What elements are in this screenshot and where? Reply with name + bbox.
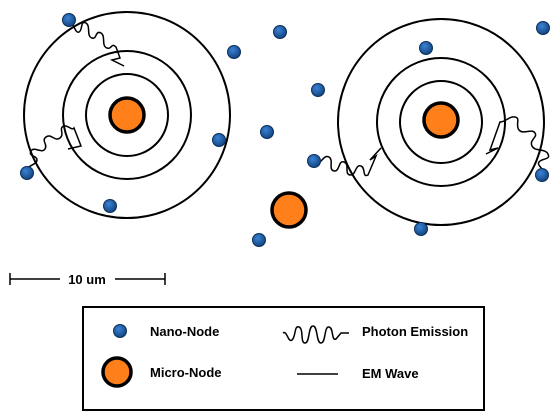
nano-node bbox=[212, 133, 226, 147]
left-cluster bbox=[23, 11, 231, 219]
legend-em-wave-label: EM Wave bbox=[362, 366, 419, 381]
right-cluster bbox=[337, 18, 545, 226]
right-outer-ring bbox=[337, 18, 545, 226]
legend-nano-node-label: Nano-Node bbox=[150, 324, 219, 339]
left-micro-node bbox=[108, 96, 146, 134]
photon-wave-top-left bbox=[69, 21, 125, 67]
nano-node bbox=[311, 83, 325, 97]
nano-node bbox=[252, 233, 266, 247]
nano-node bbox=[307, 154, 321, 168]
right-middle-ring bbox=[376, 57, 506, 187]
nano-node bbox=[419, 41, 433, 55]
right-micro-node bbox=[422, 101, 460, 139]
nano-node bbox=[62, 13, 76, 27]
legend-box bbox=[82, 306, 485, 411]
photon-wave-right-outer bbox=[485, 116, 550, 175]
legend-nano-node-marker bbox=[113, 324, 127, 338]
left-middle-ring bbox=[62, 50, 192, 180]
nano-nodes bbox=[20, 13, 550, 247]
left-inner-ring bbox=[85, 73, 169, 157]
nano-node bbox=[227, 45, 241, 59]
legend-micro-node-label: Micro-Node bbox=[150, 365, 222, 380]
nano-node bbox=[20, 166, 34, 180]
nano-node bbox=[535, 168, 549, 182]
legend: Nano-Node Micro-Node Photon Emission EM … bbox=[82, 306, 485, 411]
nano-node bbox=[273, 25, 287, 39]
nano-node bbox=[414, 222, 428, 236]
scale-bar-label: 10 um bbox=[68, 272, 106, 287]
nano-node bbox=[260, 125, 274, 139]
legend-photon-label: Photon Emission bbox=[362, 324, 468, 339]
right-inner-ring bbox=[399, 80, 483, 164]
photon-emissions bbox=[27, 21, 550, 177]
left-outer-ring bbox=[23, 11, 231, 219]
center-micro-node bbox=[270, 191, 308, 229]
scale-bar: 10 um bbox=[9, 272, 166, 287]
legend-photon-icon bbox=[282, 325, 349, 344]
legend-micro-node-marker bbox=[101, 356, 133, 388]
photon-wave-left bbox=[27, 125, 83, 171]
nano-node bbox=[536, 21, 550, 35]
photon-wave-right-inner bbox=[315, 147, 382, 177]
nano-node bbox=[103, 199, 117, 213]
